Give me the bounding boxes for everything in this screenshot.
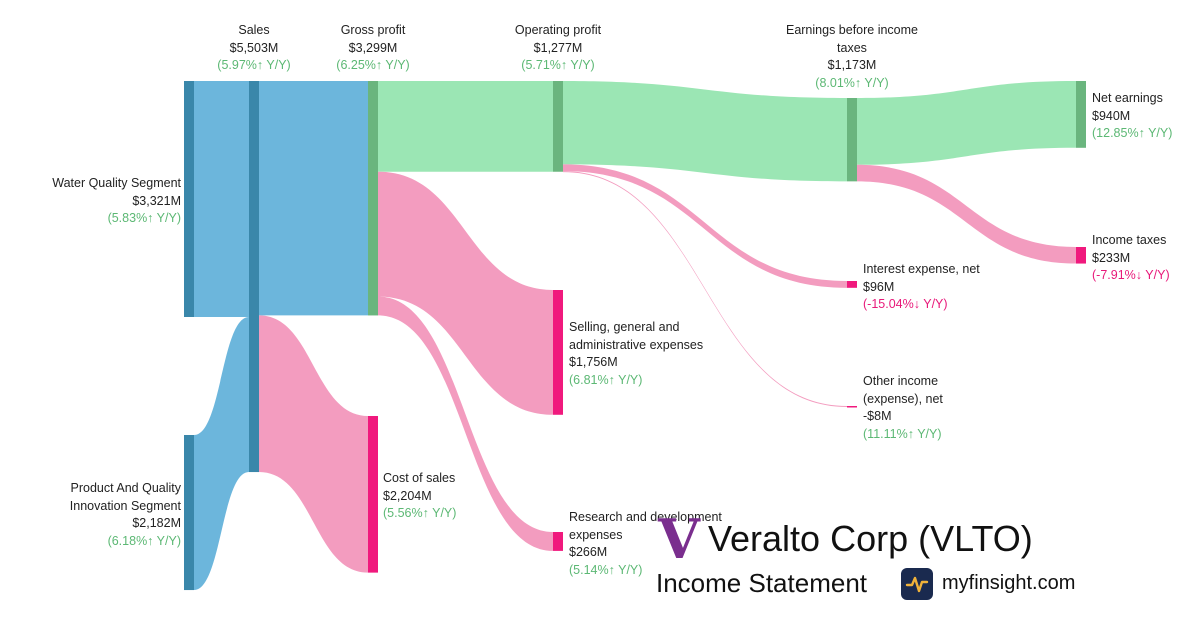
flow-ebt-to-tax	[857, 164, 1076, 264]
flow-sales-to-cos	[259, 315, 368, 573]
label-sga: Selling, general and administrative expe…	[569, 320, 704, 387]
label-interest-expense: Interest expense, net $96M (-15.04%↓ Y/Y…	[863, 262, 980, 311]
statement-title: Income Statement	[656, 568, 867, 598]
label-net-earnings: Net earnings $940M (12.85%↑ Y/Y)	[1092, 91, 1173, 140]
company-logo: V	[658, 507, 700, 571]
node-interest	[847, 281, 857, 288]
label-sales: Sales $5,503M (5.97%↑ Y/Y)	[217, 23, 291, 72]
label-rnd: Research and development expenses $266M …	[569, 510, 722, 577]
company-name: Veralto Corp (VLTO)	[708, 518, 1033, 559]
flow-pqi-to-sales	[194, 317, 249, 591]
node-sales	[249, 81, 259, 473]
label-income-taxes: Income taxes $233M (-7.91%↓ Y/Y)	[1092, 233, 1170, 282]
node-ebt	[847, 98, 857, 182]
flow-gross-to-op	[378, 81, 553, 172]
sankey-nodes	[184, 81, 1086, 591]
flow-sales-to-gross	[259, 81, 368, 316]
label-water-quality: Water Quality Segment $3,321M (5.83%↑ Y/…	[52, 176, 181, 225]
flow-gross-to-rnd	[378, 296, 553, 551]
node-pqi	[184, 435, 194, 591]
label-cost-of-sales: Cost of sales $2,204M (5.56%↑ Y/Y)	[383, 471, 457, 520]
branding: V Veralto Corp (VLTO) Income Statement m…	[656, 512, 1176, 622]
label-other-income: Other income (expense), net -$8M (11.11%…	[863, 374, 943, 441]
sankey-links	[194, 81, 1076, 591]
label-gross-profit: Gross profit $3,299M (6.25%↑ Y/Y)	[336, 23, 410, 72]
flow-gross-to-sga	[378, 171, 553, 415]
node-op	[553, 81, 563, 172]
flow-water-to-sales	[194, 81, 249, 317]
node-tax	[1076, 247, 1086, 264]
node-rnd	[553, 532, 563, 551]
site-name: myfinsight.com	[942, 572, 1076, 594]
flow-op-to-interest	[563, 164, 847, 288]
label-ebt: Earnings before income taxes $1,173M (8.…	[785, 23, 919, 90]
node-other	[847, 406, 857, 408]
node-net	[1076, 81, 1086, 148]
node-cos	[368, 416, 378, 573]
label-product-quality-innovation: Product And Quality Innovation Segment $…	[69, 481, 181, 548]
flow-ebt-to-net	[857, 81, 1076, 165]
myfinsight-logo-icon	[901, 568, 933, 600]
node-water	[184, 81, 194, 317]
flow-op-to-other	[563, 171, 847, 407]
flow-op-to-ebt	[563, 81, 847, 182]
node-sga	[553, 290, 563, 415]
node-gross	[368, 81, 378, 316]
label-operating-profit: Operating profit $1,277M (5.71%↑ Y/Y)	[514, 23, 602, 72]
